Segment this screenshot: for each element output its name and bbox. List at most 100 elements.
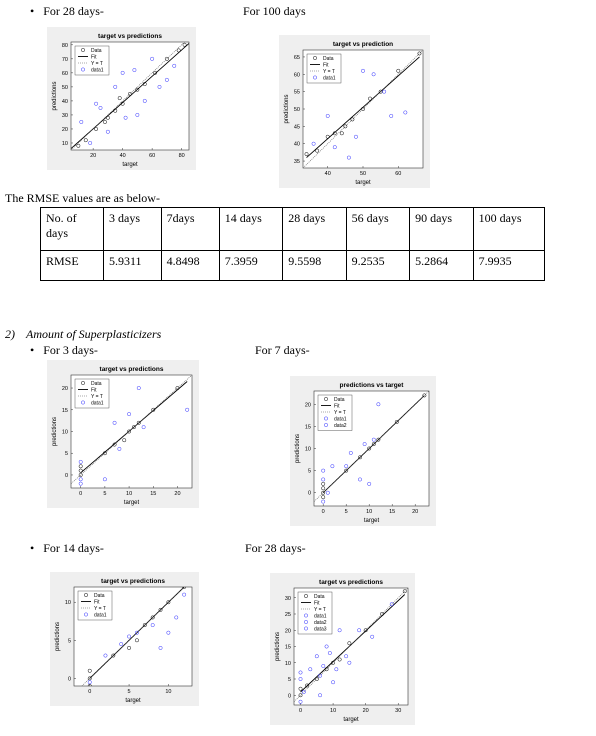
plot-title: target vs predictions (319, 579, 383, 586)
data-point (314, 654, 319, 659)
y-tick-label: 40 (62, 99, 68, 105)
data-point (78, 477, 83, 482)
data-point (337, 657, 342, 662)
data-point (371, 437, 376, 442)
table-cell: 9.2535 (345, 250, 411, 281)
data-point (403, 110, 408, 115)
data-point (172, 63, 177, 68)
legend-box (317, 394, 353, 431)
data-point (117, 446, 122, 451)
data-point (347, 641, 352, 646)
legend-label: Fit (91, 54, 97, 60)
legend-label: Fit (334, 403, 340, 409)
table-cell: No. of days (40, 207, 104, 251)
fit-line (294, 588, 408, 702)
data-point (87, 684, 92, 686)
data-point (153, 70, 158, 75)
table-cell: 7.9935 (472, 250, 546, 281)
legend-box (74, 378, 110, 409)
data-point (112, 442, 117, 447)
table-cell: 14 days (218, 207, 284, 251)
x-tick-label: 40 (325, 171, 331, 177)
y-tick-label: 60 (294, 72, 300, 78)
data-point (367, 481, 372, 486)
x-tick-label: 60 (149, 153, 155, 159)
data-point (353, 134, 358, 139)
plot-title: target vs prediction (333, 41, 393, 48)
data-point (358, 477, 362, 482)
data-point (157, 84, 162, 89)
x-tick-label: 10 (165, 689, 171, 695)
x-tick-label: 20 (363, 708, 369, 714)
data-point (321, 499, 326, 504)
data-point (321, 481, 326, 486)
x-tick-label: 15 (389, 509, 395, 515)
data-point (83, 138, 88, 143)
data-point (150, 615, 155, 620)
legend-symbol (324, 416, 328, 421)
data-point (315, 148, 320, 153)
x-tick-label: 20 (174, 491, 180, 497)
data-point (166, 630, 171, 635)
legend-label: data2 (334, 423, 347, 429)
legend-label: Data (94, 593, 105, 599)
data-point (343, 124, 348, 129)
legend-symbol (84, 593, 88, 597)
data-point (135, 87, 140, 92)
data-point (134, 630, 139, 635)
data-point (78, 473, 83, 477)
data-point (94, 127, 99, 131)
data-point (301, 690, 306, 694)
y-tick-label: 15 (305, 424, 311, 430)
y-axis-label: predictions (52, 81, 58, 110)
data-point (141, 425, 146, 430)
y-tick-label: 55 (294, 90, 300, 96)
data-point (134, 638, 139, 643)
legend-box (74, 45, 110, 76)
data-point (417, 51, 422, 56)
data-point (150, 623, 155, 628)
data-point (331, 680, 336, 685)
x-axis-label: target (343, 717, 359, 723)
fit-line (81, 587, 185, 686)
legend-label: Data (334, 397, 345, 403)
legend-label: data1 (91, 67, 104, 73)
data-point (98, 105, 103, 110)
x-tick-label: 5 (128, 689, 131, 695)
data-point (321, 477, 326, 482)
data-point (78, 481, 83, 486)
figure: target vs prediction target predictions 40 5… (279, 35, 430, 188)
x-axis-label: target (364, 518, 380, 524)
rmse-table: No. of days 3 days 7days 14 days 28 days 56 d… (40, 207, 546, 281)
legend-label: Y = T (94, 606, 106, 612)
legend-label: Data (323, 56, 334, 62)
legend-label: Data (91, 381, 102, 387)
data-point (334, 667, 339, 672)
data-point (182, 42, 187, 47)
fit-line (303, 50, 423, 168)
y-tick-label: 20 (62, 386, 68, 392)
data-point (308, 667, 313, 672)
data-point (174, 615, 179, 620)
data-point (346, 155, 351, 160)
plot-title: target vs predictions (100, 366, 164, 373)
y-tick-label: 80 (62, 43, 68, 49)
figure: predictions vs target target predictions 0 5… (290, 376, 436, 526)
bullet-text: For 3 days- (43, 343, 98, 357)
data-point (394, 420, 399, 424)
table-cell: 7days (160, 207, 220, 251)
y-axis-label: predictions (295, 434, 301, 463)
data-point (318, 673, 323, 678)
data-point (113, 84, 118, 89)
y-tick-label: 5 (68, 638, 71, 644)
data-point (298, 670, 303, 675)
legend-label: data3 (314, 626, 327, 632)
data-point (122, 438, 127, 443)
y-tick-label: 25 (285, 612, 291, 618)
x-tick-label: 40 (120, 153, 126, 159)
data-point (321, 664, 326, 668)
legend-label: Y = T (91, 394, 103, 400)
data-point (78, 459, 83, 464)
data-point (87, 668, 92, 673)
